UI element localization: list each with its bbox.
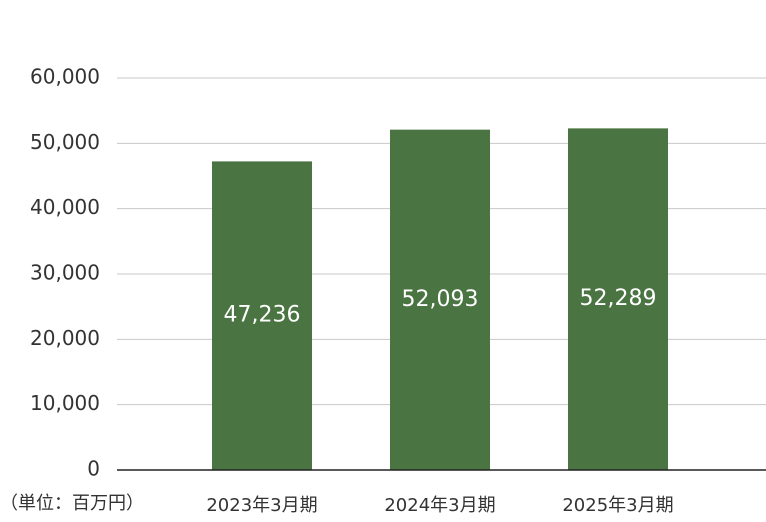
y-tick-label: 40,000 (30, 195, 100, 219)
x-tick-label: 2023年3月期 (206, 495, 317, 516)
y-tick-label: 60,000 (30, 65, 100, 89)
bar (568, 128, 668, 470)
bar (390, 129, 490, 471)
y-tick-label: 0 (87, 457, 100, 481)
unit-label: （単位：百万円） (0, 493, 144, 514)
value-label: 52,289 (580, 286, 657, 311)
y-tick-label: 30,000 (30, 261, 100, 285)
value-label: 52,093 (402, 287, 479, 312)
x-tick-label: 2024年3月期 (384, 495, 495, 516)
value-label: 47,236 (224, 303, 301, 328)
y-tick-label: 20,000 (30, 326, 100, 350)
y-tick-label: 50,000 (30, 130, 100, 154)
bar (212, 161, 312, 470)
x-tick-label: 2025年3月期 (562, 495, 673, 516)
y-tick-label: 10,000 (30, 391, 100, 415)
